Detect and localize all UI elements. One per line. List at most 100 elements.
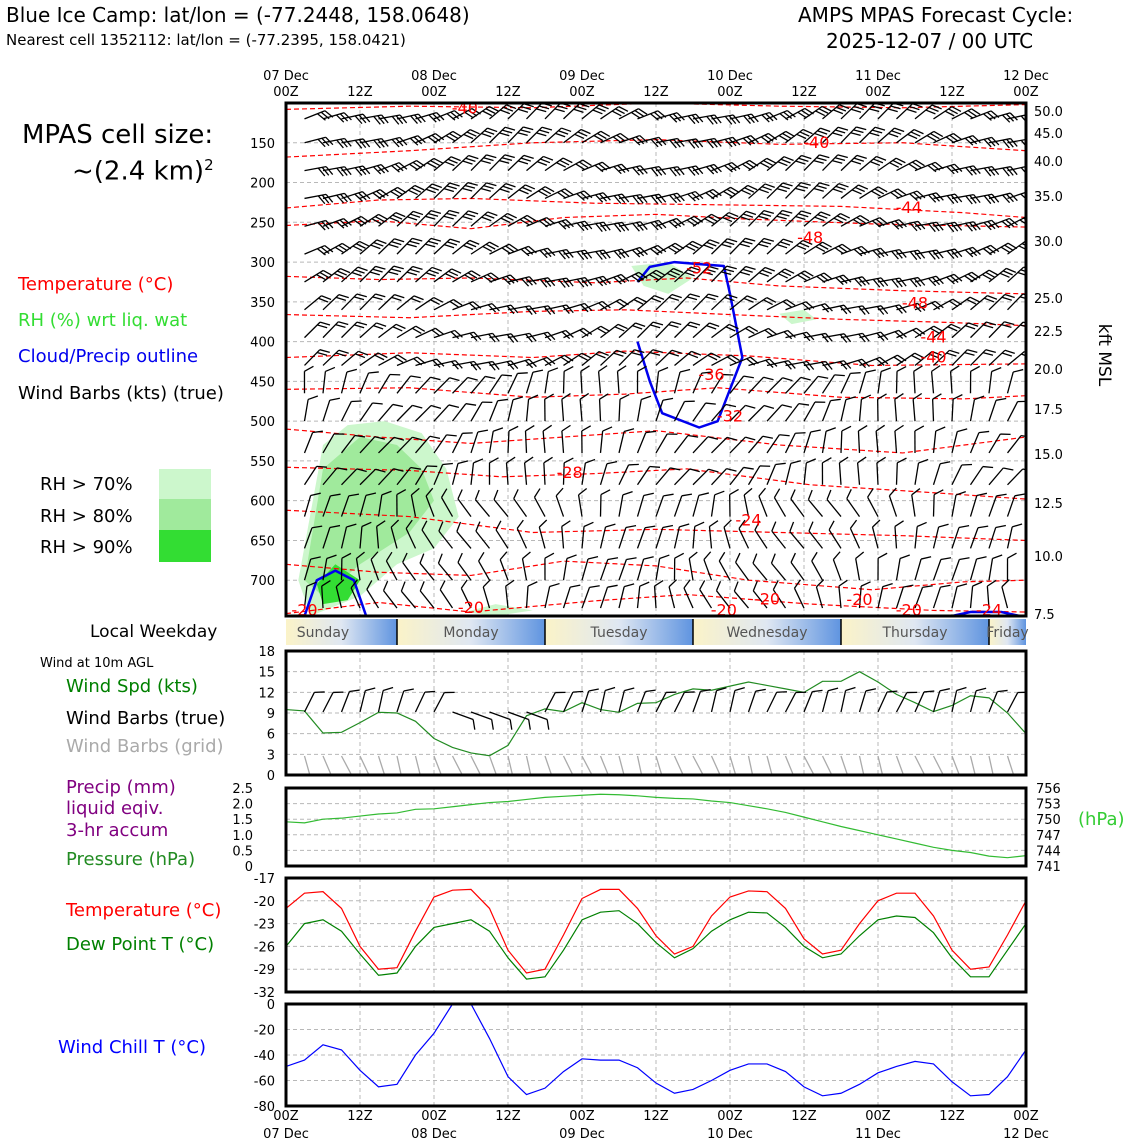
wind-barb-feather xyxy=(887,108,898,113)
wind-barb-feather xyxy=(1001,579,1010,588)
weekday-label: Friday xyxy=(986,625,1028,641)
wind-barb-staff xyxy=(708,526,713,549)
wind-barb-feather xyxy=(995,524,1006,529)
wind-barb-feather xyxy=(663,493,674,497)
wind-barb xyxy=(341,191,371,202)
wind-barb-feather xyxy=(482,579,491,588)
wind-barb xyxy=(359,468,386,486)
wind-barb-feather xyxy=(946,195,955,204)
wind-barb xyxy=(673,493,693,517)
wind-barb-staff xyxy=(415,376,431,394)
wind-barb-staff xyxy=(930,371,935,394)
wind-barb-feather xyxy=(469,129,480,135)
wind-barb-feather xyxy=(614,326,625,332)
wind-barb-feather xyxy=(541,126,553,131)
wind-barb-feather xyxy=(1003,467,1014,471)
wind-barb xyxy=(489,126,516,144)
wind-barb xyxy=(896,220,926,232)
wind-barb-feather xyxy=(462,432,473,434)
wind-barb-grid xyxy=(470,755,482,775)
wind-barb-grid-feather xyxy=(584,775,594,784)
wind-barb-feather xyxy=(356,321,368,326)
wind-barb-true-staff xyxy=(988,691,998,713)
wind-barb-feather xyxy=(799,242,810,248)
wind-barb xyxy=(421,520,435,549)
g-chill-tick-label: -80 xyxy=(254,1100,275,1115)
wind-barb-grid-staff xyxy=(803,755,815,775)
wind-barb xyxy=(896,128,924,144)
wind-barb xyxy=(970,193,1000,205)
wind-barb xyxy=(544,127,572,144)
wind-barb-staff xyxy=(877,586,884,609)
wind-barb-feather xyxy=(739,271,751,276)
kft-tick-label: 22.5 xyxy=(1034,325,1063,340)
wind-barb-true-staff xyxy=(932,690,941,713)
wind-barb-staff xyxy=(840,430,843,453)
wind-barb-feather xyxy=(370,551,379,560)
wind-barb xyxy=(932,584,951,609)
wind-barb-grid-staff xyxy=(377,755,386,775)
wind-barb-feather xyxy=(338,349,349,354)
wind-barb-feather xyxy=(457,552,463,563)
wind-barb xyxy=(784,432,806,454)
wind-barb-staff xyxy=(871,526,879,549)
wind-barb xyxy=(988,433,1011,454)
wind-barb xyxy=(618,583,635,609)
wind-barb xyxy=(766,434,790,454)
wind-barb-feather xyxy=(782,377,793,382)
wind-barb-feather xyxy=(916,521,927,528)
wind-barb xyxy=(341,468,367,486)
wind-barb-feather xyxy=(832,551,841,560)
temperature-label: Temperature (°C) xyxy=(66,900,222,921)
wind-barb xyxy=(822,274,852,286)
wind-barb-feather xyxy=(1010,166,1018,176)
wind-barb-staff xyxy=(636,558,645,581)
wind-barb-grid-feather xyxy=(985,777,995,784)
wind-barb-true-staff xyxy=(951,690,958,713)
wind-barb-staff xyxy=(359,436,376,454)
wind-barb-staff xyxy=(877,371,882,394)
wind-barb-feather xyxy=(782,300,792,308)
wind-barb-feather xyxy=(833,109,844,115)
wind-barb xyxy=(858,369,876,394)
wind-barb-feather xyxy=(983,138,992,148)
wind-barb xyxy=(525,581,538,609)
wind-barb-feather xyxy=(389,217,400,223)
wind-barb-feather xyxy=(710,138,718,148)
wind-barb-true-feather xyxy=(349,689,360,693)
wind-barb-feather xyxy=(425,215,436,220)
wind-barb-feather xyxy=(835,185,846,191)
wind-barb-feather xyxy=(580,277,589,287)
wind-barb-staff xyxy=(618,559,627,581)
wind-barb-feather xyxy=(880,367,891,373)
wind-barb-staff xyxy=(673,401,686,422)
wind-barb xyxy=(489,360,519,370)
wind-barb-staff xyxy=(771,530,787,549)
wind-barb-feather xyxy=(743,297,754,303)
wind-barb-feather xyxy=(641,395,652,401)
wind-barb-feather xyxy=(703,551,712,560)
wind-barb xyxy=(489,212,517,227)
wind-barb-feather xyxy=(894,220,904,229)
wind-barb-feather xyxy=(1006,138,1014,148)
wind-barb xyxy=(1006,523,1023,549)
wind-barb-staff xyxy=(636,399,642,422)
wind-barb xyxy=(618,165,648,176)
wind-barb-feather xyxy=(850,372,861,375)
wind-barb-feather xyxy=(861,394,872,400)
wind-barb-feather xyxy=(779,434,790,437)
wind-barb xyxy=(729,237,756,255)
wind-barb-feather xyxy=(874,188,885,195)
wind-barb-feather xyxy=(671,321,682,326)
wind-barb-feather xyxy=(427,240,439,245)
wind-barb-feather xyxy=(488,333,496,343)
wind-barb-feather xyxy=(954,222,963,231)
wind-barb-feather xyxy=(335,352,347,357)
wind-barb-staff xyxy=(433,464,444,486)
wind-barb xyxy=(913,365,923,394)
wind-barb xyxy=(785,376,811,394)
wind-barb-feather xyxy=(858,184,869,190)
wind-barb-feather xyxy=(763,160,773,166)
wind-barb xyxy=(692,293,719,311)
wind-barb-feather xyxy=(728,211,739,218)
